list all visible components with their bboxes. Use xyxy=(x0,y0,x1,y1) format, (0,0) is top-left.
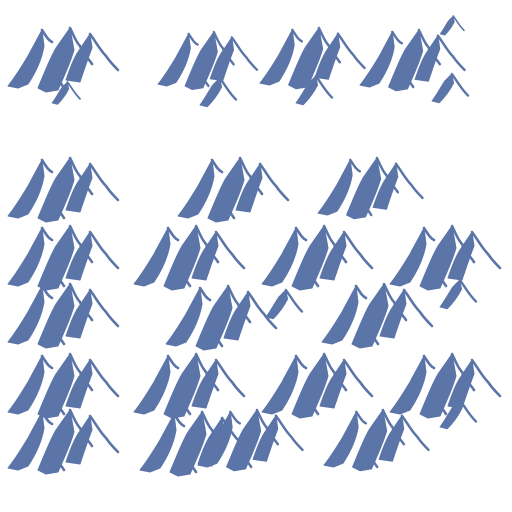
mountain-range-icon xyxy=(430,72,470,104)
mountain-range-icon xyxy=(388,352,502,420)
mountain-range-icon xyxy=(6,352,120,420)
mountain-range-icon xyxy=(264,288,304,320)
mountain-range-icon xyxy=(6,282,120,350)
mountain-range-icon xyxy=(176,156,290,224)
mountain-range-icon xyxy=(6,156,120,224)
mountain-range-icon xyxy=(132,224,246,292)
mountain-range-icon xyxy=(260,224,374,292)
mountain-range-icon xyxy=(260,352,374,420)
mountain-range-icon xyxy=(439,15,465,36)
mountain-range-icon xyxy=(6,26,120,94)
mountain-range-icon xyxy=(322,408,430,473)
mountain-range-icon xyxy=(164,284,278,352)
mountain-range-icon xyxy=(6,224,120,292)
mountain-range-icon xyxy=(388,224,502,292)
mountain-range-icon xyxy=(132,352,246,420)
mountain-range-icon xyxy=(6,408,120,476)
mountain-range-icon xyxy=(320,282,434,350)
mountain-range-icon xyxy=(316,156,424,221)
mountain-range-icon xyxy=(156,30,259,91)
